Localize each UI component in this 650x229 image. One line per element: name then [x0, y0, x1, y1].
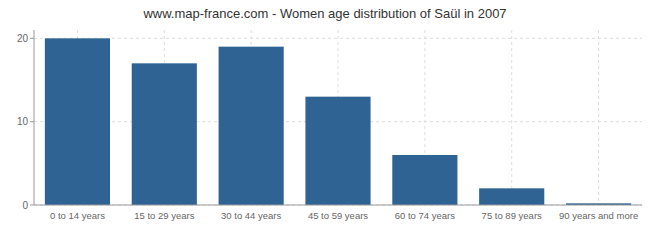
bar [219, 47, 284, 205]
grid [34, 30, 642, 205]
y-tick-label: 10 [17, 116, 29, 127]
bar [45, 38, 110, 205]
y-tick-label: 0 [22, 200, 28, 211]
x-axis-line [34, 205, 642, 206]
x-tick-label: 30 to 44 years [221, 210, 281, 221]
bar [132, 63, 197, 205]
bar [479, 188, 544, 205]
grid-line-x [511, 30, 512, 205]
x-tick-label: 60 to 74 years [395, 210, 455, 221]
y-axis-line [34, 30, 35, 205]
bars [45, 38, 631, 205]
x-tick-label: 15 to 29 years [134, 210, 194, 221]
y-tick [30, 38, 34, 39]
x-tick-label: 75 to 89 years [482, 210, 542, 221]
grid-line-y [34, 205, 642, 206]
x-tick-label: 0 to 14 years [50, 210, 105, 221]
grid-line-x [598, 30, 599, 205]
title: www.map-france.com - Women age distribut… [142, 6, 506, 21]
chart-container: www.map-france.com - Women age distribut… [0, 0, 650, 229]
bar [392, 155, 457, 205]
y-tick [30, 205, 34, 206]
x-tick-label: 90 years and more [559, 210, 638, 221]
x-tick-label: 45 to 59 years [308, 210, 368, 221]
bar [305, 97, 370, 205]
y-tick-label: 20 [17, 33, 29, 44]
y-tick [30, 121, 34, 122]
chart-svg: www.map-france.com - Women age distribut… [0, 0, 650, 229]
axes: 0 10 20 0 to 14 years 15 to 29 years 30 to 44… [17, 30, 642, 221]
